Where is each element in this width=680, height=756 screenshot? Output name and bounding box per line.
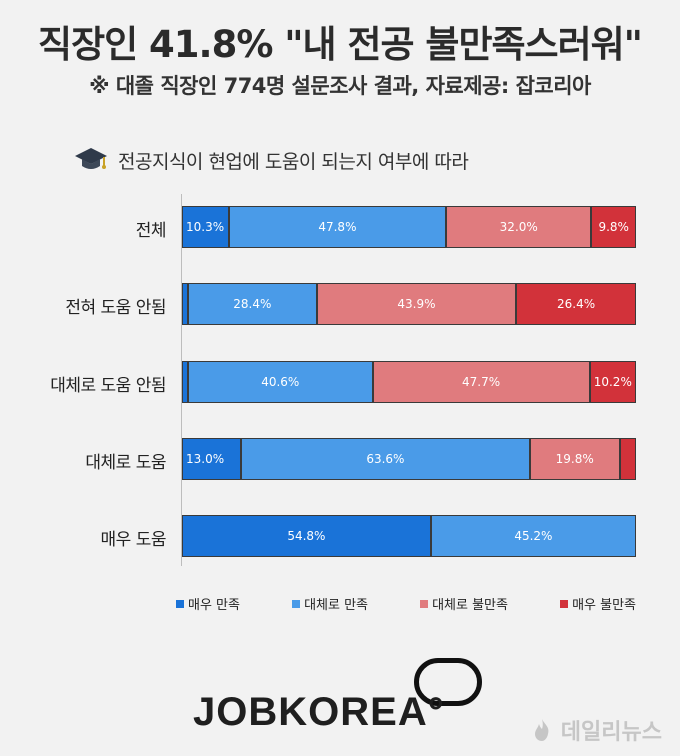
bar-segment: 28.4%	[187, 283, 317, 325]
data-label: 40.6%	[261, 375, 300, 389]
category-label: 전혀 도움 안됨	[65, 298, 166, 318]
section-label: 전공지식이 현업에 도움이 되는지 여부에 따라	[118, 150, 469, 173]
jobkorea-logo-ring	[414, 658, 482, 706]
bar-segment	[619, 438, 636, 480]
data-label: 10.2%	[593, 375, 632, 389]
bar-segment: 32.0%	[446, 206, 592, 248]
watermark-text: 데일리뉴스	[560, 720, 662, 745]
data-label: 9.8%	[598, 220, 629, 234]
legend-label: 매우 불만족	[572, 598, 636, 613]
data-label: 32.0%	[499, 220, 538, 234]
bar-segment: 26.4%	[516, 283, 636, 325]
section-header: 전공지식이 현업에 도움이 되는지 여부에 따라	[74, 146, 469, 174]
legend-item: 매우 불만족	[560, 594, 636, 613]
logo-mark: °	[427, 690, 445, 734]
bar-segment: 63.6%	[241, 438, 530, 480]
chart-title: 직장인 41.8% "내 전공 불만족스러워"	[38, 23, 643, 66]
bar-segment: 10.2%	[589, 361, 636, 403]
bar-segment: 47.8%	[228, 206, 447, 248]
data-label: 28.4%	[233, 297, 272, 311]
legend-item: 대체로 만족	[292, 594, 368, 613]
chart-legend: 매우 만족 대체로 만족 대체로 불만족 매우 불만족	[176, 594, 636, 613]
category-label: 전체	[135, 221, 167, 241]
legend-swatch	[292, 599, 301, 608]
bar-segment: 13.0%	[182, 438, 242, 480]
category-label: 대체로 도움 안됨	[50, 376, 166, 396]
jobkorea-logo: JOBKOREA°	[193, 690, 445, 735]
legend-item: 대체로 불만족	[420, 594, 508, 613]
watermark: 데일리뉴스	[529, 714, 662, 746]
legend-swatch	[560, 599, 569, 608]
data-label: 10.3%	[186, 220, 225, 234]
logo-text: JOBKOREA	[193, 690, 428, 734]
graduation-cap-icon	[75, 148, 107, 169]
data-label: 43.9%	[397, 297, 436, 311]
bar-segment: 54.8%	[182, 515, 431, 557]
data-label: 45.2%	[514, 529, 553, 543]
legend-item: 매우 만족	[176, 594, 240, 613]
watermark-flame-icon	[534, 719, 549, 741]
data-label: 47.7%	[462, 375, 501, 389]
data-label: 19.8%	[555, 452, 594, 466]
category-label: 매우 도움	[100, 530, 167, 550]
data-label: 26.4%	[557, 297, 596, 311]
bar-segment: 19.8%	[529, 438, 620, 480]
bar-segment: 43.9%	[316, 283, 517, 325]
stacked-bar-chart: 전체 10.3% 47.8% 32.0% 9.8% 전혀 도움 안됨 28.4% 43.9% 2…	[50, 206, 636, 557]
legend-label: 매우 만족	[188, 598, 240, 613]
legend-swatch	[420, 599, 429, 608]
data-label: 47.8%	[318, 220, 357, 234]
category-label: 대체로 도움	[85, 453, 166, 473]
bar-segment	[182, 361, 188, 403]
legend-swatch	[176, 599, 184, 608]
bar-segment: 9.8%	[591, 206, 636, 248]
data-label: 63.6%	[366, 452, 405, 466]
chart-subtitle: ※ 대졸 직장인 774명 설문조사 결과, 자료제공: 잡코리아	[89, 74, 591, 98]
bar-segment	[182, 283, 188, 325]
legend-label: 대체로 불만족	[432, 598, 508, 613]
data-label: 13.0%	[186, 452, 225, 466]
legend-label: 대체로 만족	[304, 598, 368, 613]
bar-segment: 40.6%	[187, 361, 373, 403]
bar-segment: 47.7%	[372, 361, 590, 403]
category-axis-line	[181, 194, 182, 566]
bar-segment: 45.2%	[430, 515, 636, 557]
data-label: 54.8%	[287, 529, 326, 543]
bar-segment: 10.3%	[182, 206, 229, 248]
